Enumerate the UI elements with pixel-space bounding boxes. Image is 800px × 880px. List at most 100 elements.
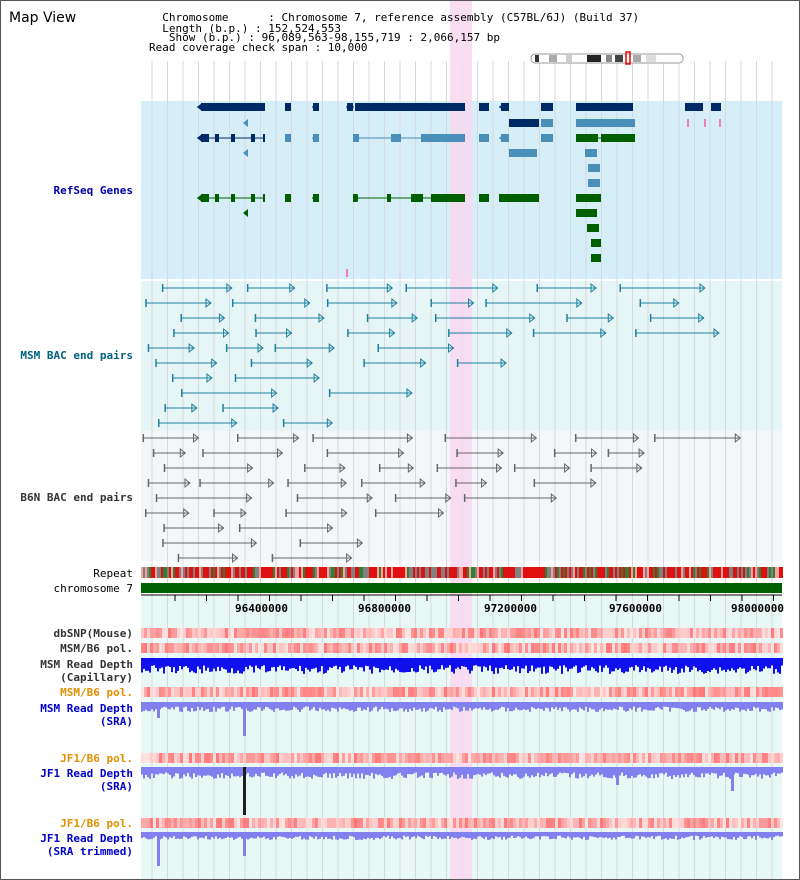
jf1-pol-heat (570, 818, 573, 828)
repeat-block (753, 567, 755, 578)
msm-sra-depth (465, 702, 467, 711)
repeat-block (609, 567, 611, 578)
repeat-block (589, 567, 591, 578)
msm-pol-heat (456, 687, 459, 697)
jf1-sra-depth (169, 767, 171, 775)
jf1-sra-depth (509, 767, 511, 775)
gene-exon (411, 194, 423, 202)
msm-pol-heat (279, 643, 282, 653)
repeat-block (501, 567, 503, 578)
dbsnp-heat (588, 628, 591, 638)
jf1-sra-depth (149, 767, 151, 779)
repeat-block (377, 567, 379, 578)
dbsnp-heat (186, 628, 189, 638)
axis-tick-label: 97600000 (609, 602, 662, 615)
jf1-pol-heat (741, 818, 744, 828)
msm-sra-depth (381, 702, 383, 707)
jf1-trimmed-depth (647, 832, 649, 837)
msm-pol-heat (231, 643, 234, 653)
repeat-block (289, 567, 291, 578)
jf1-pol-heat (612, 818, 615, 828)
msm-capillary-depth (567, 658, 569, 672)
repeat-block (587, 567, 589, 578)
msm-pol-heat (282, 643, 285, 653)
jf1-trimmed-depth (371, 832, 373, 839)
msm-pol-heat (270, 687, 273, 697)
msm-bac-pair (699, 282, 706, 294)
gene-strand-arrow (499, 134, 504, 142)
jf1-pol-heat (159, 753, 162, 763)
msm-capillary-depth (157, 658, 159, 672)
msm-capillary-depth (705, 658, 707, 673)
msm-sra-depth (291, 702, 293, 710)
jf1-trimmed-depth (681, 832, 683, 838)
jf1-trimmed-depth (391, 832, 393, 837)
jf1-sra-depth (613, 767, 615, 776)
gene-strand-arrow (576, 103, 581, 111)
msm-pol-heat (411, 643, 414, 653)
dbsnp-heat (450, 628, 453, 638)
repeat-block (277, 567, 279, 578)
jf1-pol-heat (387, 753, 390, 763)
repeat-block (329, 567, 331, 578)
dbsnp-heat (630, 628, 633, 638)
msm-pol-heat (657, 643, 660, 653)
jf1-sra-depth (479, 767, 481, 775)
jf1-sra-depth (471, 767, 473, 779)
msm-sra-depth (647, 702, 649, 711)
repeat-block (481, 567, 483, 578)
repeat-block (775, 567, 777, 578)
jf1-trimmed-depth (717, 832, 719, 838)
repeat-block (657, 567, 659, 578)
dbsnp-heat (300, 628, 303, 638)
msm-pol-heat (777, 643, 780, 653)
msm-capillary-depth (447, 658, 449, 668)
msm-sra-depth (329, 702, 331, 712)
msm-bac-pair (500, 357, 507, 369)
repeat-block (269, 567, 271, 578)
jf1-trimmed-depth (259, 832, 261, 838)
msm-sra-depth (301, 702, 303, 710)
jf1-pol-heat (684, 753, 687, 763)
repeat-block (597, 567, 599, 578)
msm-pol-heat (510, 643, 513, 653)
msm-capillary-depth (509, 658, 511, 671)
msm-pol-heat (696, 687, 699, 697)
ideogram-band (535, 55, 539, 62)
msm-pol-heat (516, 643, 519, 653)
repeat-block (187, 567, 189, 578)
jf1-pol-heat (603, 818, 606, 828)
msm-bac-pair (231, 417, 238, 429)
jf1-pol-heat (228, 818, 231, 828)
msm-capillary-depth (489, 658, 491, 666)
msm-sra-depth (397, 702, 399, 711)
repeat-block (499, 567, 501, 578)
repeat-block (717, 567, 719, 578)
dbsnp-heat (369, 628, 372, 638)
msm-pol-heat (162, 643, 165, 653)
jf1-sra-depth (397, 767, 399, 774)
jf1-trimmed-depth (329, 832, 331, 839)
repeat-block (603, 567, 605, 578)
msm-pol-heat (717, 687, 720, 697)
repeat-block (409, 567, 411, 578)
repeat-block (651, 567, 653, 578)
msm-pol-heat (684, 687, 687, 697)
repeat-block (583, 567, 585, 578)
msm-sra-depth (527, 702, 529, 710)
msm-capillary-depth (641, 658, 643, 670)
msm-pol-heat (204, 643, 207, 653)
jf1-trimmed-depth (641, 832, 643, 837)
dbsnp-heat (618, 628, 621, 638)
jf1-pol-heat (771, 753, 774, 763)
jf1-pol-heat (660, 753, 663, 763)
jf1-trimmed-depth (529, 832, 531, 839)
jf1-pol-heat (573, 753, 576, 763)
dbsnp-heat (288, 628, 291, 638)
msm-pol-heat (453, 687, 456, 697)
msm-bac-pair (389, 327, 396, 339)
jf1-pol-heat (594, 753, 597, 763)
msm-sra-depth (363, 702, 365, 710)
msm-sra-depth (637, 702, 639, 709)
